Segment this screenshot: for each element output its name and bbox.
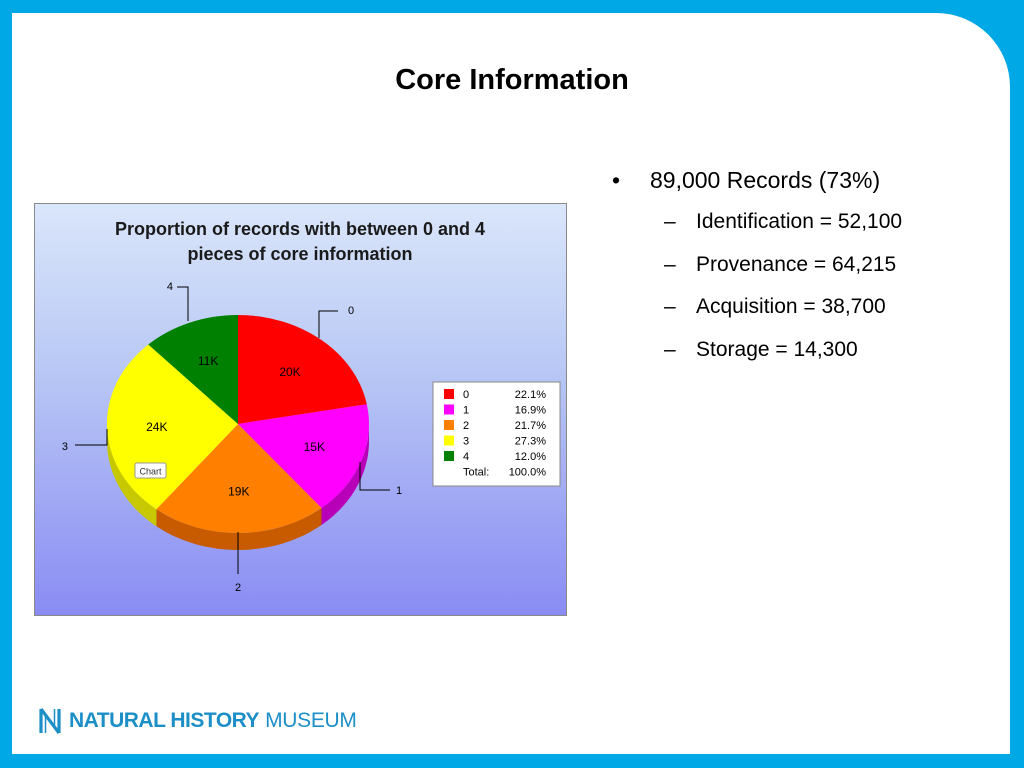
leader-line-1 <box>359 462 390 491</box>
slice-value-label-1: 15K <box>304 440 325 454</box>
legend-pct-4: 12.0% <box>515 451 546 463</box>
legend-swatch-4 <box>444 451 454 461</box>
chart-legend-box <box>432 381 561 487</box>
legend-label-3: 3 <box>463 436 469 448</box>
slice-value-label-2: 19K <box>228 485 249 499</box>
legend-label-4: 4 <box>463 451 469 463</box>
pie-slice-1 <box>238 404 369 508</box>
sub-bullet-dash: – <box>664 337 676 361</box>
slice-value-label-3: 24K <box>146 420 167 434</box>
legend-label-0: 0 <box>463 389 469 401</box>
logo-text-light: MUSEUM <box>265 709 357 732</box>
museum-logo: NATURAL HISTORY MUSEUM <box>38 706 357 736</box>
legend-swatch-1 <box>444 404 454 415</box>
bullet-list: • 89,000 Records (73%) – Identification … <box>612 166 902 378</box>
nhm-n-logo-icon <box>39 708 61 734</box>
sub-bullet-dash: – <box>664 210 676 233</box>
chart-tag-button-box <box>134 462 167 479</box>
category-label-2: 2 <box>235 582 241 594</box>
legend-swatch-2 <box>444 420 454 430</box>
sub-bullet-acquisition: Acquisition = 38,700 <box>696 295 886 318</box>
pie-side-2 <box>156 508 322 550</box>
sub-bullet-dash: – <box>664 252 676 276</box>
legend-pct-0: 22.1% <box>515 389 546 401</box>
category-label-1: 1 <box>396 485 402 497</box>
legend-pct-2: 21.7% <box>515 420 546 432</box>
legend-label-1: 1 <box>463 405 469 417</box>
chart-title: pieces of core information <box>187 244 412 264</box>
pie-slice-0 <box>238 315 367 424</box>
slice-value-label-0: 20K <box>279 365 300 379</box>
bullet-main-text: 89,000 Records (73%) <box>650 167 881 193</box>
sub-bullet-provenance: Provenance = 64,215 <box>696 252 897 276</box>
legend-pct-1: 16.9% <box>515 405 546 417</box>
sub-bullet: – Identification = 52,100 <box>612 208 902 251</box>
legend-swatch-3 <box>444 435 454 446</box>
pie-slice-4 <box>148 315 238 424</box>
leader-line-3 <box>75 429 108 446</box>
bullet-dot: • <box>612 167 621 193</box>
pie-chart-panel: Proportion of records with between 0 and… <box>34 203 567 616</box>
pie-side-3 <box>107 424 157 527</box>
legend-total-value: 100.0% <box>509 467 547 479</box>
chart-title: Proportion of records with between 0 and… <box>115 219 485 239</box>
category-label-0: 0 <box>348 305 354 317</box>
sub-bullet-storage: Storage = 14,300 <box>696 337 858 361</box>
leader-line-0 <box>318 310 338 338</box>
legend-total-label: Total: <box>463 467 489 479</box>
logo-text-bold: NATURAL HISTORY <box>69 709 260 732</box>
category-label-3: 3 <box>62 441 68 453</box>
sub-bullet-identification: Identification = 52,100 <box>696 210 903 233</box>
chart-tag-button-label: Chart <box>139 467 162 477</box>
slide-title: Core Information <box>395 64 629 96</box>
legend-swatch-0 <box>444 389 454 399</box>
sub-bullet: – Storage = 14,300 <box>612 336 902 379</box>
legend-pct-3: 27.3% <box>515 436 546 448</box>
pie-chart: Proportion of records with between 0 and… <box>62 219 561 594</box>
sub-bullet: – Provenance = 64,215 <box>612 251 902 294</box>
sub-bullet-dash: – <box>664 295 676 318</box>
leader-line-4 <box>177 286 189 321</box>
legend-label-2: 2 <box>463 420 469 432</box>
pie-side-1 <box>321 424 369 525</box>
sub-bullet: – Acquisition = 38,700 <box>612 293 902 336</box>
pie-slice-2 <box>156 424 322 534</box>
slice-value-label-4: 11K <box>198 354 218 368</box>
category-label-4: 4 <box>167 281 173 293</box>
bullet-main: • 89,000 Records (73%) <box>612 166 902 208</box>
